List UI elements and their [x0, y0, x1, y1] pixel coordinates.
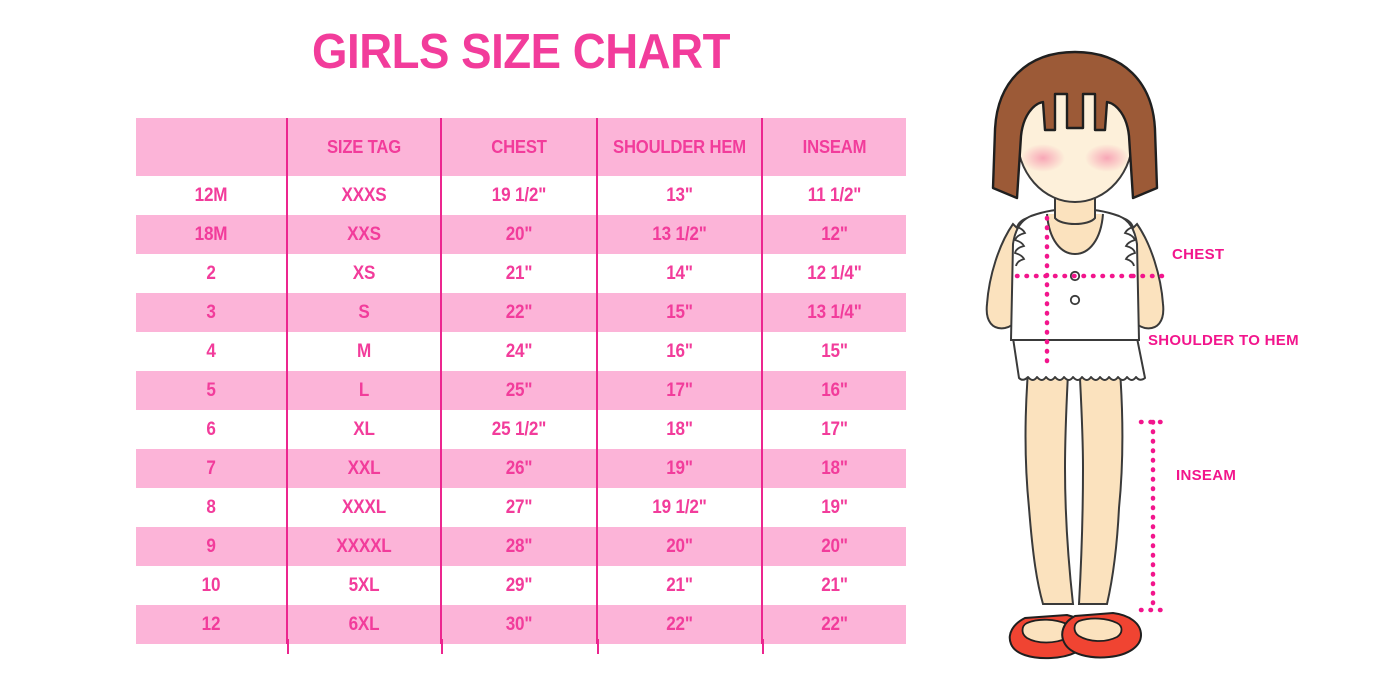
- cell-inseam: 13 1/4": [761, 293, 906, 332]
- cell-inseam: 21": [761, 566, 906, 605]
- table-row: 5 L 25" 17" 16": [136, 371, 906, 410]
- cell-size: 12: [136, 605, 287, 644]
- column-header-shoulder-hem: SHOULDER HEM: [596, 118, 762, 176]
- cell-shoulder-hem: 15": [596, 293, 762, 332]
- cell-size-tag: XXXS: [286, 176, 441, 215]
- column-header-size-tag: SIZE TAG: [286, 118, 441, 176]
- cell-inseam: 18": [761, 449, 906, 488]
- cell-shoulder-hem: 19": [596, 449, 762, 488]
- cell-size-tag: 6XL: [286, 605, 441, 644]
- cell-shoulder-hem: 16": [596, 332, 762, 371]
- cell-chest: 25 1/2": [440, 410, 597, 449]
- cell-chest: 24": [440, 332, 597, 371]
- cell-chest: 26": [440, 449, 597, 488]
- head: [991, 50, 1159, 203]
- cell-inseam: 12": [761, 215, 906, 254]
- cell-inseam: 22": [761, 605, 906, 644]
- cell-chest: 29": [440, 566, 597, 605]
- cell-size-tag: M: [286, 332, 441, 371]
- cell-size-tag: S: [286, 293, 441, 332]
- cell-chest: 21": [440, 254, 597, 293]
- cell-size: 3: [136, 293, 287, 332]
- cell-size: 12M: [136, 176, 287, 215]
- cell-shoulder-hem: 13 1/2": [596, 215, 762, 254]
- girl-figure-illustration: [985, 50, 1174, 660]
- cell-chest: 30": [440, 605, 597, 644]
- measurement-label-shoulder-to-hem: SHOULDER TO HEM: [1148, 332, 1299, 349]
- cell-inseam: 19": [761, 488, 906, 527]
- cell-chest: 25": [440, 371, 597, 410]
- cell-size-tag: XXXL: [286, 488, 441, 527]
- cell-size: 2: [136, 254, 287, 293]
- cell-size-tag: 5XL: [286, 566, 441, 605]
- cell-size: 8: [136, 488, 287, 527]
- cell-chest: 27": [440, 488, 597, 527]
- cell-inseam: 11 1/2": [761, 176, 906, 215]
- blush: [1085, 144, 1129, 172]
- measurement-label-inseam: INSEAM: [1176, 467, 1237, 484]
- table-row: 18M XXS 20" 13 1/2" 12": [136, 215, 906, 254]
- table-divider-tail: [597, 639, 600, 654]
- column-header-inseam: INSEAM: [761, 118, 906, 176]
- cell-shoulder-hem: 18": [596, 410, 762, 449]
- cell-shoulder-hem: 13": [596, 176, 762, 215]
- cell-chest: 19 1/2": [440, 176, 597, 215]
- cell-size: 10: [136, 566, 287, 605]
- cell-chest: 22": [440, 293, 597, 332]
- cell-inseam: 17": [761, 410, 906, 449]
- cell-shoulder-hem: 19 1/2": [596, 488, 762, 527]
- table-row: 3 S 22" 15" 13 1/4": [136, 293, 906, 332]
- blush: [1021, 144, 1065, 172]
- cell-chest: 28": [440, 527, 597, 566]
- cell-size-tag: XL: [286, 410, 441, 449]
- skirt: [1012, 337, 1146, 381]
- table-row: 12M XXXS 19 1/2" 13" 11 1/2": [136, 176, 906, 215]
- cell-size: 18M: [136, 215, 287, 254]
- table-divider-tail: [441, 639, 444, 654]
- cell-shoulder-hem: 20": [596, 527, 762, 566]
- table-row: 4 M 24" 16" 15": [136, 332, 906, 371]
- cell-size-tag: XS: [286, 254, 441, 293]
- button-icon: [1069, 270, 1081, 282]
- cell-shoulder-hem: 21": [596, 566, 762, 605]
- measurement-guides: [1014, 215, 1174, 613]
- cell-shoulder-hem: 17": [596, 371, 762, 410]
- size-chart-table: SIZE TAG CHEST SHOULDER HEM INSEAM 12M XX…: [136, 118, 906, 644]
- column-header-size: [136, 118, 287, 176]
- measurement-label-chest: CHEST: [1172, 246, 1225, 263]
- cell-shoulder-hem: 22": [596, 605, 762, 644]
- table-divider-tail: [762, 639, 765, 654]
- table-row: 12 6XL 30" 22" 22": [136, 605, 906, 644]
- table-row: 9 XXXXL 28" 20" 20": [136, 527, 906, 566]
- table-row: 2 XS 21" 14" 12 1/4": [136, 254, 906, 293]
- cell-inseam: 12 1/4": [761, 254, 906, 293]
- table-header-row: SIZE TAG CHEST SHOULDER HEM INSEAM: [136, 118, 906, 176]
- table-divider-tail: [287, 639, 290, 654]
- cell-size: 6: [136, 410, 287, 449]
- cell-size: 4: [136, 332, 287, 371]
- page-title: GIRLS SIZE CHART: [312, 25, 730, 79]
- cell-inseam: 20": [761, 527, 906, 566]
- shoes: [1008, 611, 1143, 660]
- table-row: 10 5XL 29" 21" 21": [136, 566, 906, 605]
- cell-size-tag: XXL: [286, 449, 441, 488]
- column-header-chest: CHEST: [440, 118, 597, 176]
- cell-size-tag: XXXXL: [286, 527, 441, 566]
- cell-inseam: 15": [761, 332, 906, 371]
- cell-chest: 20": [440, 215, 597, 254]
- cell-size: 7: [136, 449, 287, 488]
- legs: [1024, 317, 1124, 605]
- cell-size-tag: XXS: [286, 215, 441, 254]
- cell-size: 5: [136, 371, 287, 410]
- table-row: 6 XL 25 1/2" 18" 17": [136, 410, 906, 449]
- table-row: 7 XXL 26" 19" 18": [136, 449, 906, 488]
- hair: [991, 50, 1159, 200]
- cell-shoulder-hem: 14": [596, 254, 762, 293]
- table-row: 8 XXXL 27" 19 1/2" 19": [136, 488, 906, 527]
- cell-size: 9: [136, 527, 287, 566]
- cell-size-tag: L: [286, 371, 441, 410]
- cell-inseam: 16": [761, 371, 906, 410]
- button-icon: [1069, 294, 1081, 306]
